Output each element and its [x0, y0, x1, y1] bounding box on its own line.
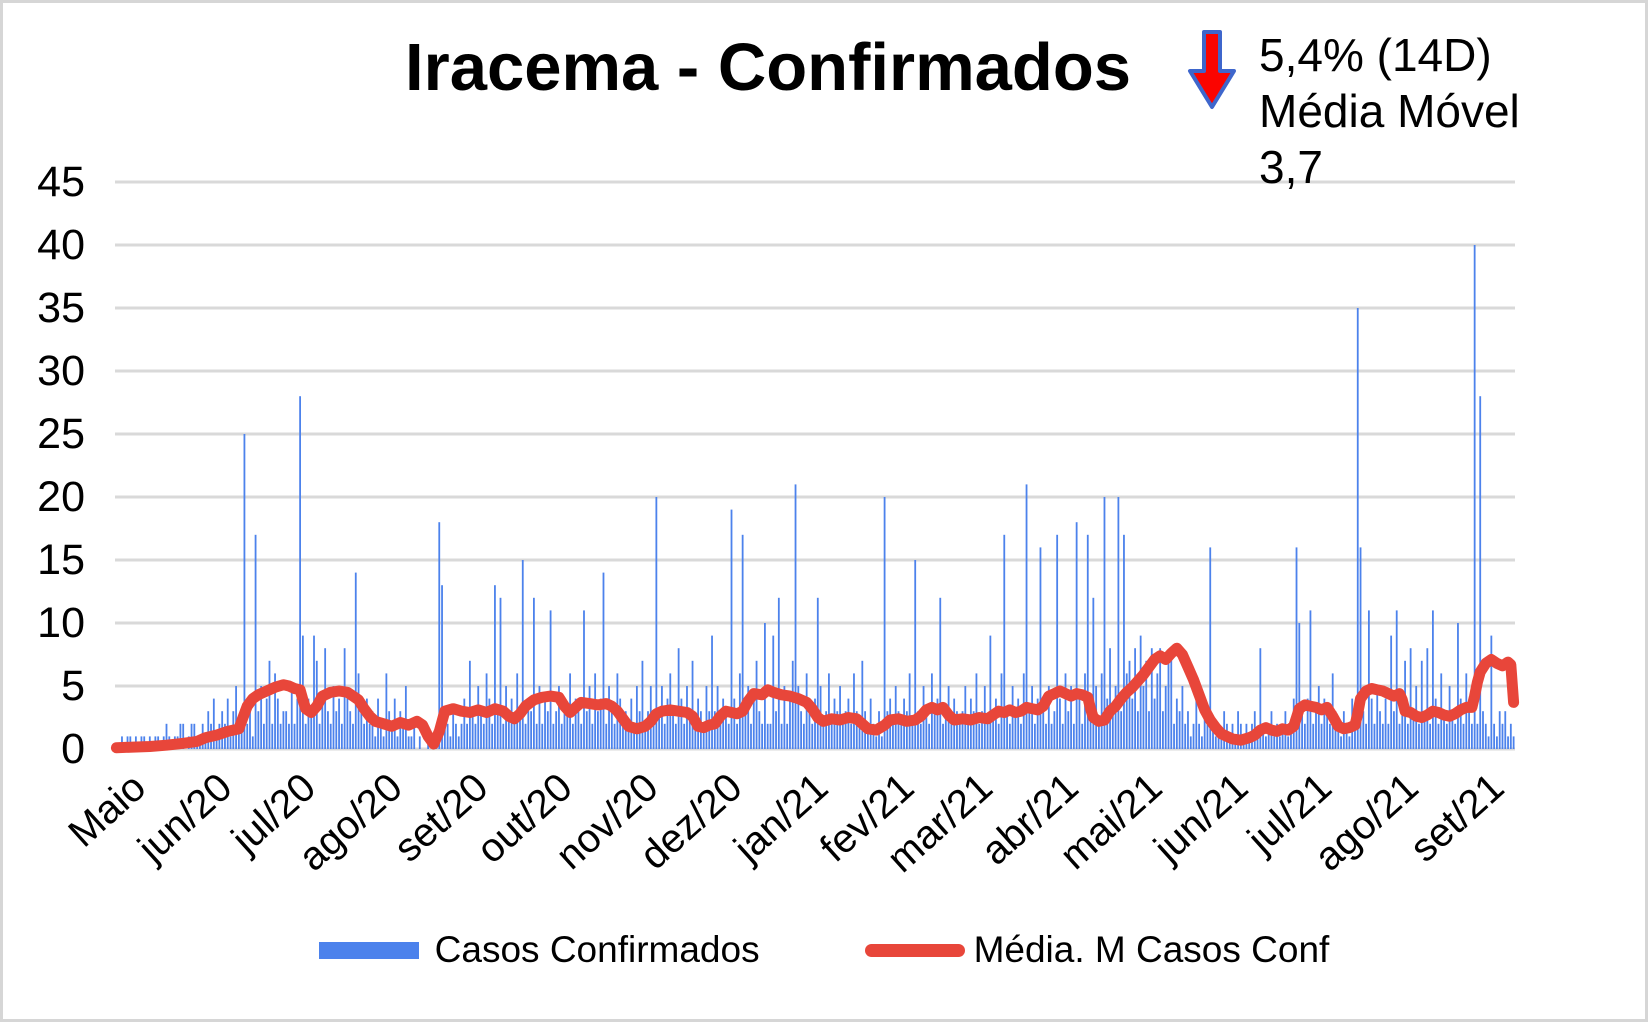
- annotation-value-line: 3,7: [1259, 141, 1323, 193]
- y-axis-label-30: 30: [37, 347, 85, 395]
- y-axis-label-45: 45: [37, 158, 85, 206]
- legend-line-swatch: [864, 943, 965, 957]
- y-axis-label-10: 10: [37, 599, 85, 647]
- y-axis-label-20: 20: [37, 473, 85, 521]
- y-axis-label-5: 5: [61, 662, 85, 710]
- y-axis-label-40: 40: [37, 221, 85, 269]
- legend-item-moving-average: Média. M Casos Conf: [864, 929, 1330, 971]
- legend-label-moving-average: Média. M Casos Conf: [973, 929, 1330, 970]
- moving-average-annotation: 5,4% (14D) Média Móvel 3,7: [1259, 27, 1520, 195]
- chart-plot-area: [110, 180, 1520, 754]
- chart-title: Iracema - Confirmados: [405, 30, 1132, 105]
- legend-item-confirmed-cases: Casos Confirmados: [318, 929, 760, 971]
- chart-legend: Casos Confirmados Média. M Casos Conf: [3, 929, 1645, 971]
- y-axis-label-15: 15: [37, 536, 85, 584]
- legend-bar-swatch: [318, 941, 419, 959]
- trend-down-arrow-icon: [1188, 30, 1236, 109]
- y-axis-label-35: 35: [37, 284, 85, 332]
- legend-label-confirmed-cases: Casos Confirmados: [434, 929, 760, 970]
- annotation-label-line: Média Móvel: [1259, 85, 1520, 137]
- y-axis-label-25: 25: [37, 410, 85, 458]
- y-axis-label-0: 0: [61, 725, 85, 773]
- trend-down-arrow-shape: [1188, 30, 1236, 109]
- annotation-change-line: 5,4% (14D): [1259, 29, 1492, 81]
